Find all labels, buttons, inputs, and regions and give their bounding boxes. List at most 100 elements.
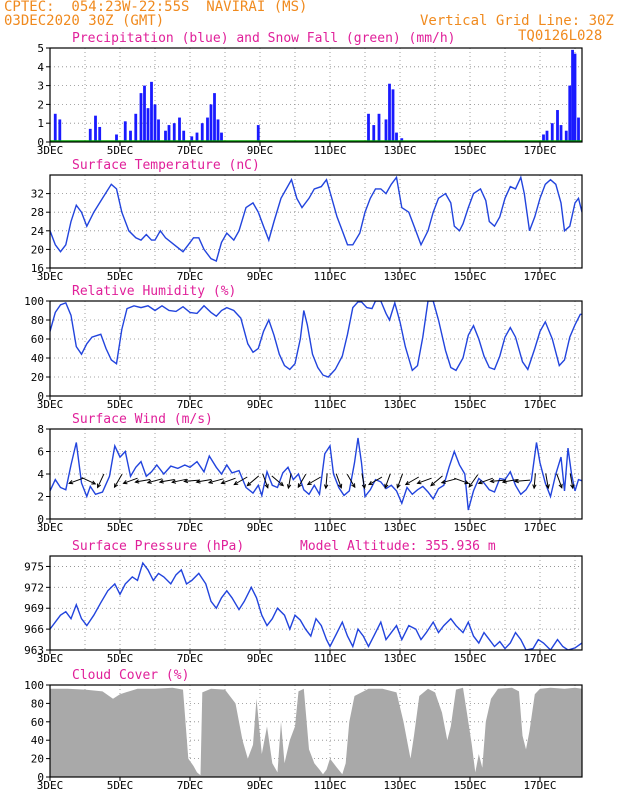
wind-arrow-head [361,484,367,490]
precip-bar [172,123,176,142]
precip-bar [178,117,181,142]
wind-arrow [405,476,419,485]
panel-title: Precipitation (blue) and Snow Fall (gree… [72,31,456,46]
wind-arrow [159,478,175,483]
y-tick-label: 966 [24,623,44,636]
panel-title: Surface Temperature (nC) [72,158,260,173]
precip-bar [556,110,559,142]
x-tick-label: 7DEC [177,779,204,792]
wind-arrow [533,473,536,489]
precip-bar [391,89,395,142]
y-tick-label: 100 [24,679,44,692]
precip-bar [395,132,398,142]
wind-arrow [417,477,432,484]
x-tick-label: 15DEC [453,270,486,283]
precip-bar [372,125,376,142]
panel-data [50,175,582,262]
x-tick-label: 7DEC [177,521,204,534]
x-tick-label: 7DEC [177,652,204,665]
x-tick-label: 3DEC [37,144,64,157]
x-tick-label: 17DEC [523,144,556,157]
x-tick-label: 7DEC [177,398,204,411]
x-tick-label: 5DEC [107,270,134,283]
wind-arrow [384,473,391,488]
wind-arrow-head [207,479,213,484]
x-tick-label: 9DEC [247,144,274,157]
x-tick-label: 11DEC [313,779,346,792]
wind-arrow-head [464,480,470,485]
precip-bar [195,132,199,142]
y-tick-label: 40 [31,734,44,747]
x-tick-label: 17DEC [523,652,556,665]
wind-arrow [325,473,328,489]
wind-arrow-head [558,483,563,489]
wind-arrow-head [122,480,128,485]
y-tick-label: 80 [31,314,44,327]
wind-arrow-head [489,478,495,484]
x-tick-label: 15DEC [453,652,486,665]
precip-bar [220,132,223,142]
precip-bar [384,119,388,142]
precip-bar [377,113,381,142]
wind-arrow [454,477,469,484]
wind-arrow [556,473,563,488]
precip-bar [573,53,577,142]
precip-bar [164,130,167,142]
panel-frame [49,174,583,269]
x-tick-label: 13DEC [383,144,416,157]
x-tick-label: 9DEC [247,398,274,411]
y-tick-label: 8 [37,423,44,436]
wind-arrow [545,473,549,489]
wind-arrow [346,474,356,488]
wind-arrow-head [513,478,519,484]
panel-4: 0 2 4 6 8 3DEC 5DEC 7DEC 9DEC 11DEC 13DEC 15DEC 17DE… [37,412,583,534]
wind-arrow-head [68,480,74,485]
wind-arrow-head [570,484,575,490]
precip-bar [94,115,97,142]
precip-bar [167,125,171,142]
cloud-cover-area [50,687,582,777]
wind-arrow [335,473,342,488]
precip-bar [146,108,150,142]
y-tick-label: 80 [31,697,44,710]
x-tick-label: 3DEC [37,779,64,792]
x-tick-label: 5DEC [107,652,134,665]
precip-bar [550,123,554,142]
y-tick-label: 20 [31,753,44,766]
wind-arrow-head [264,483,269,489]
x-tick-label: 11DEC [313,270,346,283]
y-tick-label: 975 [24,560,44,573]
panel-title: Relative Humidity (%) [72,284,236,299]
x-tick-label: 15DEC [453,398,486,411]
x-tick-label: 13DEC [383,652,416,665]
wind-arrow [361,473,366,489]
precip-bar [115,134,118,142]
panel-2: 16 20 24 28 32 3DEC 5DEC 7DEC 9DEC 11DEC 13DEC 15DE… [31,158,583,283]
precip-bar [545,130,549,142]
y-tick-label: 6 [37,446,44,459]
panel-frame [49,300,583,397]
x-tick-label: 11DEC [313,652,346,665]
panel-5: 963 966 969 972 975 3DEC 5DEC 7DEC 9DEC 11DEC 13DE… [24,539,583,665]
wind-arrow [135,478,151,483]
panel-subtitle: Model Altitude: 355.936 m [300,539,496,554]
precip-bar [143,85,146,142]
wind-arrow-head [323,484,329,490]
panel-frame [49,555,583,651]
wind-arrow [502,478,518,483]
precip-bar [559,125,563,142]
x-tick-label: 9DEC [247,270,274,283]
wind-arrow [297,474,307,488]
header-grid-note: Vertical Grid Line: 30Z [420,13,614,29]
wind-arrow-head [404,480,410,486]
precip-bar [209,104,213,142]
wind-arrow [208,478,224,484]
precip-bar [400,138,404,142]
y-tick-label: 0 [37,771,44,784]
wind-arrow-head [113,483,119,489]
wind-arrow [97,473,105,488]
x-tick-label: 7DEC [177,144,204,157]
wind-arrow-head [183,478,189,484]
wind-arrow-head [545,484,550,490]
wind-arrow-head [171,479,177,484]
